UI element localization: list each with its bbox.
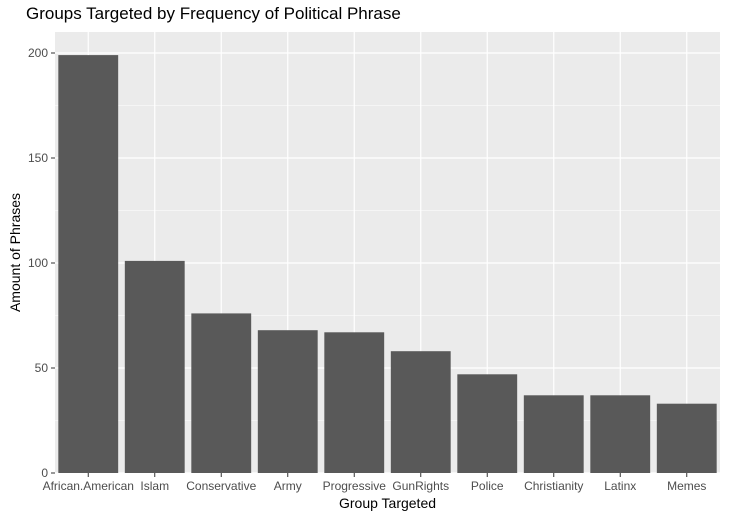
y-tick-label: 200 [28, 46, 48, 60]
bar [191, 313, 252, 473]
chart-title: Groups Targeted by Frequency of Politica… [26, 4, 401, 23]
x-tick-label: Memes [667, 479, 706, 493]
x-tick-label: Christianity [524, 479, 583, 493]
x-tick-label: Progressive [323, 479, 387, 493]
x-tick-label: Army [274, 479, 302, 493]
bar [656, 403, 717, 473]
bar [124, 260, 185, 473]
y-axis-title: Amount of Phrases [7, 193, 23, 312]
bar [390, 351, 451, 473]
bar [324, 332, 385, 473]
x-tick-label: African.American [43, 479, 134, 493]
bar [257, 330, 318, 473]
x-tick-label: GunRights [392, 479, 449, 493]
x-tick-label: Conservative [186, 479, 256, 493]
bar [523, 395, 584, 473]
y-tick-label: 150 [28, 151, 48, 165]
bar [457, 374, 518, 473]
x-axis: African.American Islam Conservative Army Pro… [43, 473, 706, 493]
y-axis: 0 50 100 150 200 [28, 46, 55, 480]
y-tick-label: 100 [28, 256, 48, 270]
bars [58, 55, 717, 473]
bar [590, 395, 651, 473]
x-axis-title: Group Targeted [339, 495, 436, 511]
y-tick-label: 0 [41, 466, 48, 480]
bar [58, 55, 119, 473]
y-tick-label: 50 [35, 361, 49, 375]
x-tick-label: Police [471, 479, 504, 493]
x-tick-label: Islam [140, 479, 169, 493]
x-tick-label: Latinx [604, 479, 636, 493]
